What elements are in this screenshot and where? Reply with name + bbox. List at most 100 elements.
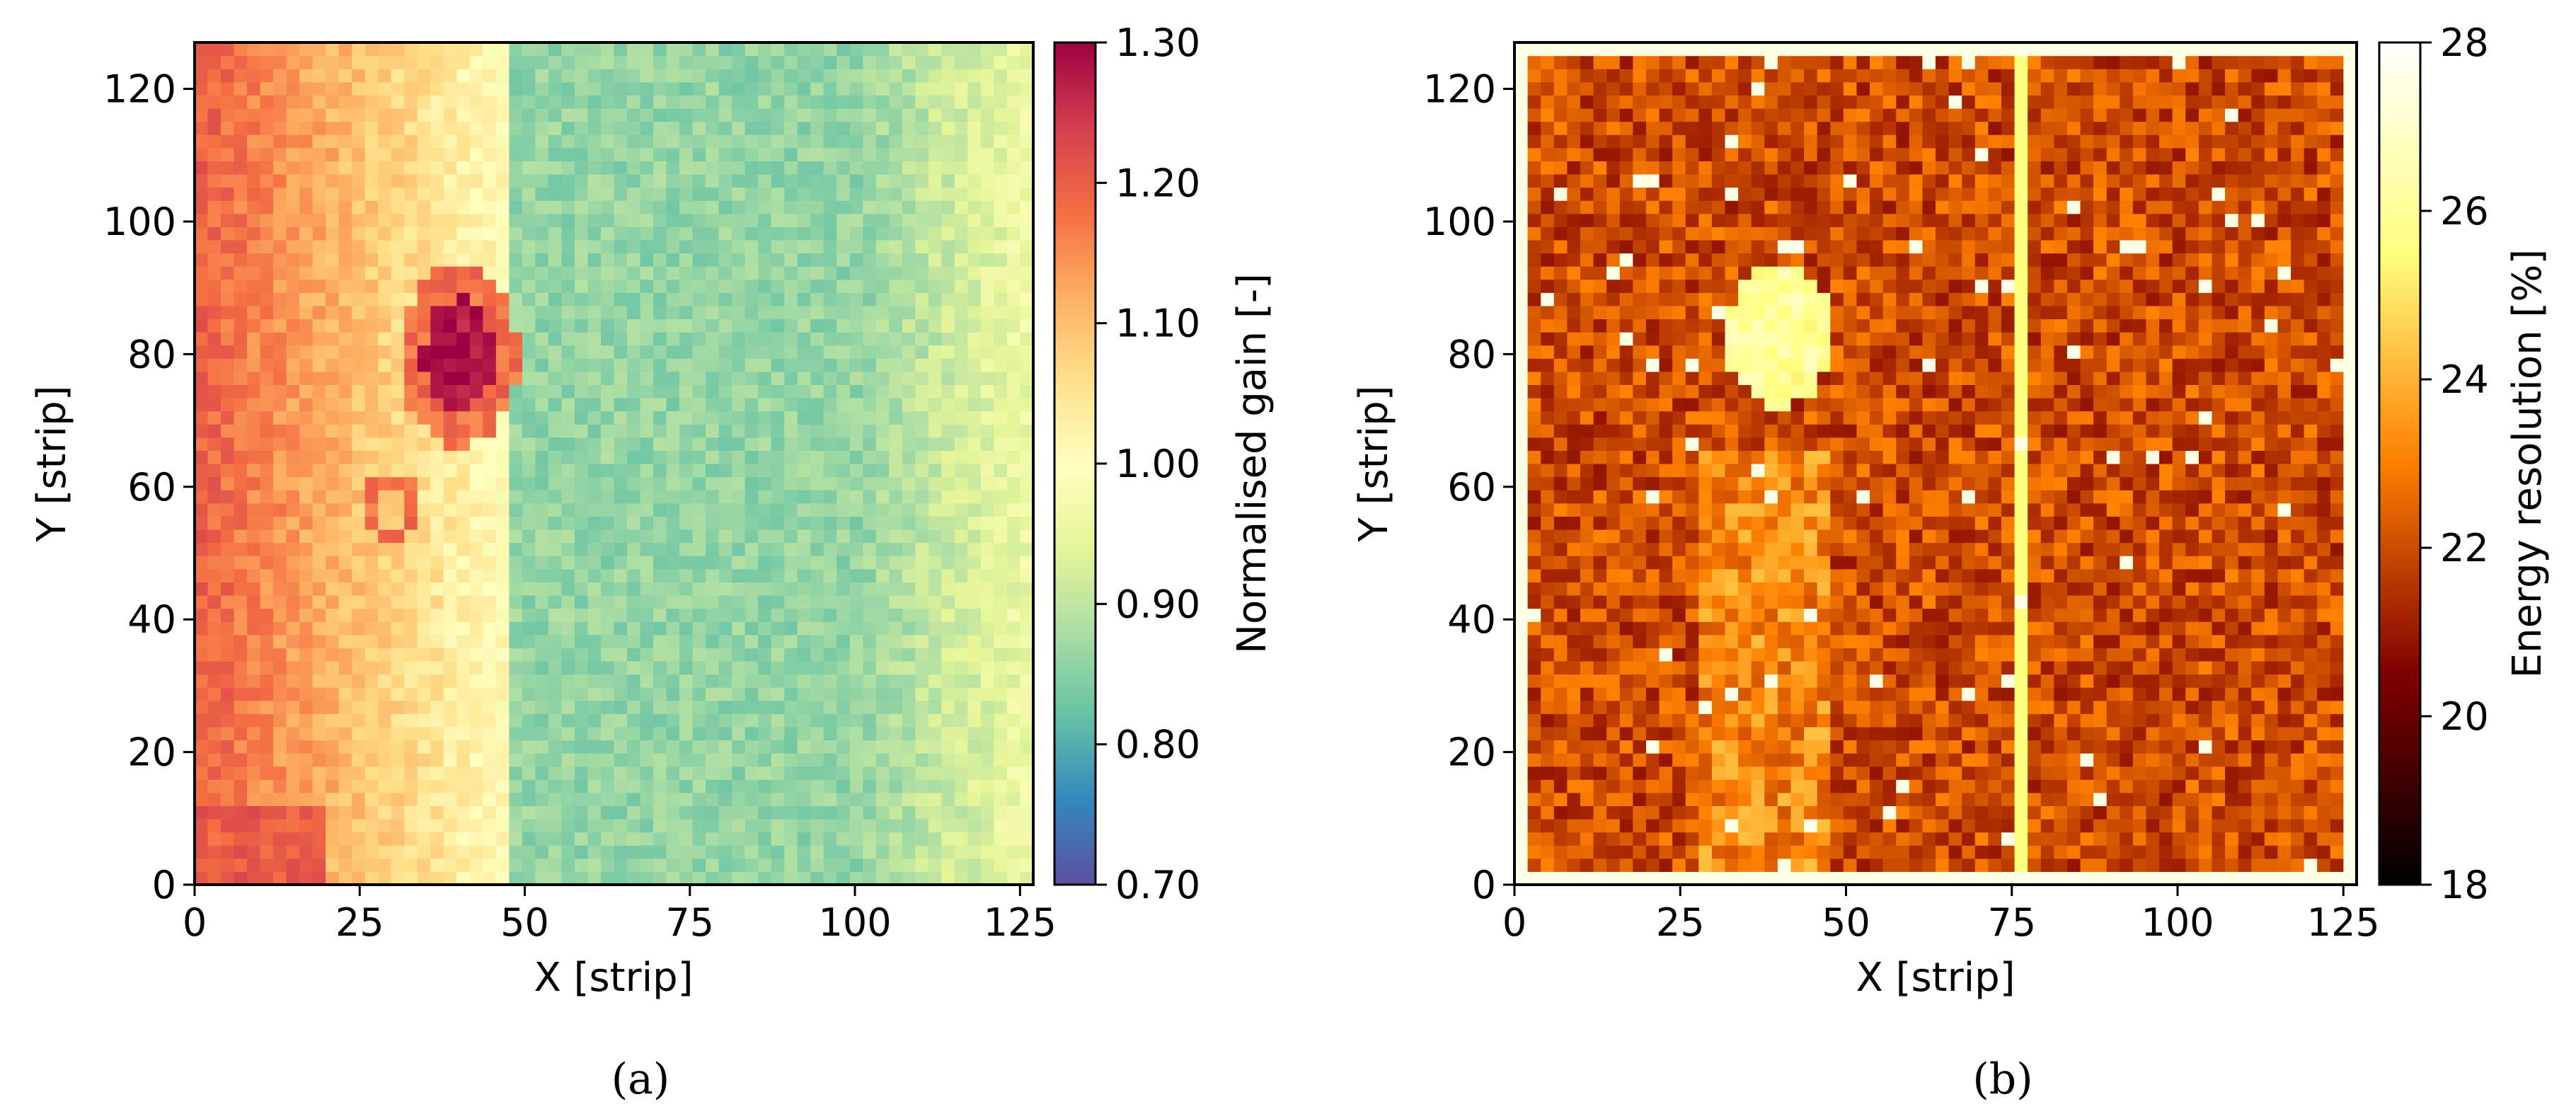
heatmap-cell <box>640 305 654 320</box>
heatmap-cell <box>2093 740 2108 754</box>
heatmap-cell <box>928 845 942 859</box>
heatmap-cell <box>456 726 471 741</box>
heatmap-cell <box>994 476 1008 490</box>
heatmap-cell <box>574 687 589 701</box>
heatmap-cell <box>391 766 405 780</box>
heatmap-cell <box>522 226 536 241</box>
heatmap-cell <box>1896 726 1910 741</box>
heatmap-cell <box>810 634 824 648</box>
heatmap-cell <box>2343 792 2357 807</box>
heatmap-cell <box>391 713 405 728</box>
heatmap-cell <box>456 740 471 754</box>
heatmap-cell <box>823 871 837 885</box>
heatmap-cell <box>574 147 589 161</box>
heatmap-cell <box>299 476 314 490</box>
heatmap-cell <box>1606 792 1621 807</box>
heatmap-cell <box>535 200 549 214</box>
heatmap-cell <box>548 516 563 530</box>
heatmap-cell <box>1006 595 1021 609</box>
heatmap-cell <box>718 542 732 556</box>
heatmap-cell <box>2146 740 2160 754</box>
heatmap-cell <box>352 582 366 596</box>
heatmap-cell <box>561 226 575 241</box>
heatmap-cell <box>587 450 602 464</box>
heatmap-cell <box>2014 779 2028 793</box>
heatmap-cell <box>836 674 851 688</box>
heatmap-cell <box>797 108 811 122</box>
heatmap-cell <box>561 608 575 622</box>
heatmap-cell <box>2317 713 2331 728</box>
heatmap-cell <box>391 161 405 175</box>
heatmap-cell <box>810 371 824 386</box>
heatmap-cell <box>234 687 248 701</box>
heatmap-cell <box>875 490 890 504</box>
heatmap-cell <box>640 700 654 714</box>
heatmap-cell <box>797 490 811 504</box>
heatmap-cell <box>744 318 759 333</box>
heatmap-cell <box>744 792 759 807</box>
heatmap-cell <box>941 213 955 227</box>
heatmap-cell <box>234 779 248 793</box>
heatmap-cell <box>994 542 1008 556</box>
heatmap-cell <box>600 332 615 346</box>
heatmap-cell <box>404 687 418 701</box>
heatmap-cell <box>732 464 746 478</box>
heatmap-cell <box>273 318 287 333</box>
heatmap-cell <box>863 805 877 820</box>
heatmap-cell <box>1698 858 1713 872</box>
heatmap-cell <box>338 134 352 149</box>
heatmap-cell <box>928 634 942 648</box>
heatmap-cell <box>1020 608 1034 622</box>
heatmap-cell <box>260 832 274 846</box>
heatmap-cell <box>430 713 444 728</box>
heatmap-cell <box>875 437 890 451</box>
heatmap-cell <box>364 318 379 333</box>
heatmap-cell <box>706 226 720 241</box>
heatmap-cell <box>574 81 589 96</box>
heatmap-cell <box>928 55 942 69</box>
heatmap-cell <box>273 713 287 728</box>
heatmap-cell <box>1685 713 1699 728</box>
heatmap-cell <box>207 713 222 728</box>
heatmap-cell <box>417 490 431 504</box>
heatmap-cell <box>627 464 641 478</box>
heatmap-cell <box>810 108 824 122</box>
heatmap-cell <box>286 213 300 227</box>
heatmap-cell <box>889 69 903 83</box>
heatmap-cell <box>640 556 654 570</box>
heatmap-cell <box>338 239 352 254</box>
heatmap-cell <box>286 687 300 701</box>
heatmap-cell <box>823 437 837 451</box>
heatmap-cell <box>863 766 877 780</box>
heatmap-cell <box>627 858 641 872</box>
heatmap-cell <box>784 121 798 135</box>
heatmap-cell <box>260 134 274 149</box>
heatmap-cell <box>732 595 746 609</box>
heatmap-cell <box>509 687 523 701</box>
heatmap-cell <box>1711 832 1726 846</box>
heatmap-cell <box>1645 805 1660 820</box>
heatmap-cell <box>692 200 706 214</box>
heatmap-cell <box>980 69 995 83</box>
heatmap-cell <box>849 464 863 478</box>
heatmap-cell <box>338 95 352 109</box>
heatmap-cell <box>260 279 274 293</box>
heatmap-cell <box>600 266 615 280</box>
heatmap-cell <box>352 345 366 359</box>
heatmap-cell <box>1856 805 1870 820</box>
heatmap-cell <box>718 55 732 69</box>
heatmap-cell <box>2172 845 2186 859</box>
heatmap-cell <box>574 648 589 662</box>
heatmap-cell <box>548 766 563 780</box>
heatmap-cell <box>522 858 536 872</box>
heatmap-cell <box>1988 779 2002 793</box>
heatmap-cell <box>535 726 549 741</box>
heatmap-cell <box>706 713 720 728</box>
heatmap-cell <box>326 410 340 425</box>
heatmap-cell <box>666 55 680 69</box>
heatmap-cell <box>509 503 523 517</box>
heatmap-cell <box>706 187 720 201</box>
heatmap-cell <box>561 147 575 161</box>
heatmap-cell <box>915 819 929 833</box>
heatmap-cell <box>364 69 379 83</box>
